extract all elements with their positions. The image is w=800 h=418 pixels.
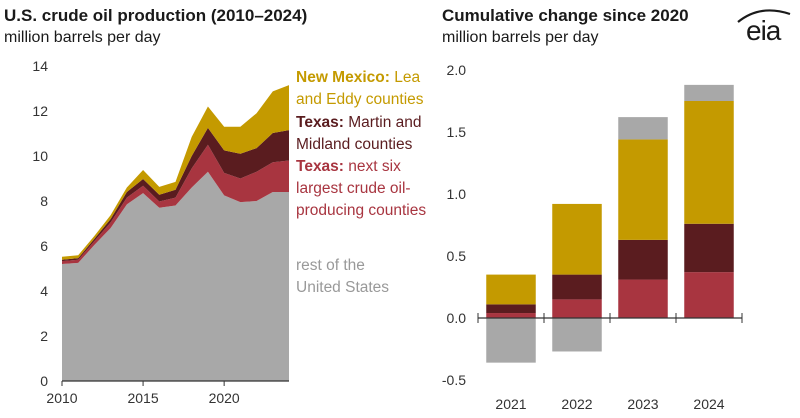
left-y-axis-ticks: 0 2 4 6 8 10 12 14 (32, 58, 48, 389)
annotation-texas-martin-bold: Texas: (296, 114, 344, 131)
annotation-texas-martin-text: Martin and (344, 114, 422, 131)
right-x-axis-ticks: 2021 2022 2023 2024 (477, 313, 743, 412)
area-rest-of-the-united-states (62, 171, 289, 381)
bar-2024-new-mexico-lea-and-eddy-counties (684, 101, 734, 224)
eia-logo: eia (737, 9, 791, 46)
right-y-tick-label: 1.0 (447, 186, 467, 202)
right-y-tick-label: 1.5 (447, 124, 467, 140)
area-new-mexico-lea-and-eddy-counties (62, 85, 289, 260)
bar-2022-texas-next-six-largest-crude-oil-producing-counties (552, 299, 602, 318)
right-y-tick-label: -0.5 (442, 372, 466, 388)
bar-2024-texas-martin-and-midland-counties (684, 223, 734, 273)
right-y-tick-label: 0.5 (447, 248, 467, 264)
bar-2024-texas-next-six-largest-crude-oil-producing-counties (684, 272, 734, 318)
left-y-tick-label: 10 (32, 148, 48, 164)
annotation-new-mexico-line1: New Mexico: Lea (296, 69, 420, 86)
left-y-tick-label: 8 (40, 193, 48, 209)
left-x-tick-label: 2020 (209, 390, 240, 406)
left-area-series (62, 85, 289, 381)
right-bar-series (486, 84, 734, 363)
left-x-tick-label: 2015 (127, 390, 158, 406)
annotation-texas-martin-line1: Texas: Martin and (296, 114, 422, 131)
annotation-new-mexico-bold: New Mexico: (296, 69, 390, 86)
annotation-new-mexico-line2: and Eddy counties (296, 91, 424, 108)
legend-annotations: New Mexico: Lea and Eddy counties Texas:… (296, 69, 426, 296)
bar-2021-rest-of-the-united-states (486, 318, 536, 363)
left-chart-title: U.S. crude oil production (2010–2024) (4, 6, 308, 25)
left-chart-subtitle: million barrels per day (4, 29, 161, 46)
right-x-tick-label: 2022 (561, 396, 592, 412)
area-texas-next-six-largest-crude-oil-producing-counties (62, 144, 289, 264)
bar-2022-texas-martin-and-midland-counties (552, 274, 602, 300)
left-x-tick-label: 2010 (46, 390, 77, 406)
bar-2022-rest-of-the-united-states (552, 318, 602, 352)
right-y-axis-ticks: -0.5 0.0 0.5 1.0 1.5 2.0 (442, 62, 466, 388)
bar-2023-texas-next-six-largest-crude-oil-producing-counties (618, 279, 668, 318)
bar-2024-rest-of-the-united-states (684, 84, 734, 101)
annotation-texas-next-six-line3: producing counties (296, 202, 426, 219)
right-chart-subtitle: million barrels per day (442, 29, 599, 46)
left-x-axis-ticks: 2010 2015 2020 (46, 381, 240, 406)
annotation-texas-next-six-text: next six (344, 158, 401, 175)
right-chart-title: Cumulative change since 2020 (442, 6, 689, 25)
eia-logo-arc (737, 9, 791, 23)
bar-2021-texas-next-six-largest-crude-oil-producing-counties (486, 313, 536, 318)
right-y-tick-label: 2.0 (447, 62, 467, 78)
annotation-rest-line1: rest of the (296, 257, 365, 274)
annotation-texas-next-six-bold: Texas: (296, 158, 344, 175)
bar-2023-texas-martin-and-midland-counties (618, 239, 668, 280)
area-texas-martin-and-midland-counties (62, 127, 289, 262)
annotation-new-mexico-text: Lea (390, 69, 421, 86)
left-y-tick-label: 4 (40, 283, 48, 299)
left-y-tick-label: 12 (32, 103, 48, 119)
bar-2023-new-mexico-lea-and-eddy-counties (618, 139, 668, 240)
bar-2023-rest-of-the-united-states (618, 117, 668, 140)
annotation-texas-next-six-line2: largest crude oil- (296, 180, 411, 197)
bar-2022-new-mexico-lea-and-eddy-counties (552, 203, 602, 275)
right-x-tick-label: 2023 (627, 396, 658, 412)
right-y-tick-label: 0.0 (447, 310, 467, 326)
annotation-texas-martin-line2: Midland counties (296, 136, 413, 153)
left-y-tick-label: 2 (40, 328, 48, 344)
annotation-texas-next-six-line1: Texas: next six (296, 158, 401, 175)
left-y-tick-label: 6 (40, 238, 48, 254)
left-y-tick-label: 0 (40, 373, 48, 389)
annotation-rest-line2: United States (296, 279, 389, 296)
right-x-tick-label: 2024 (693, 396, 724, 412)
bar-2021-texas-martin-and-midland-counties (486, 304, 536, 314)
bar-2021-new-mexico-lea-and-eddy-counties (486, 274, 536, 305)
right-x-tick-label: 2021 (495, 396, 526, 412)
left-y-tick-label: 14 (32, 58, 48, 74)
eia-logo-text: eia (746, 15, 782, 46)
